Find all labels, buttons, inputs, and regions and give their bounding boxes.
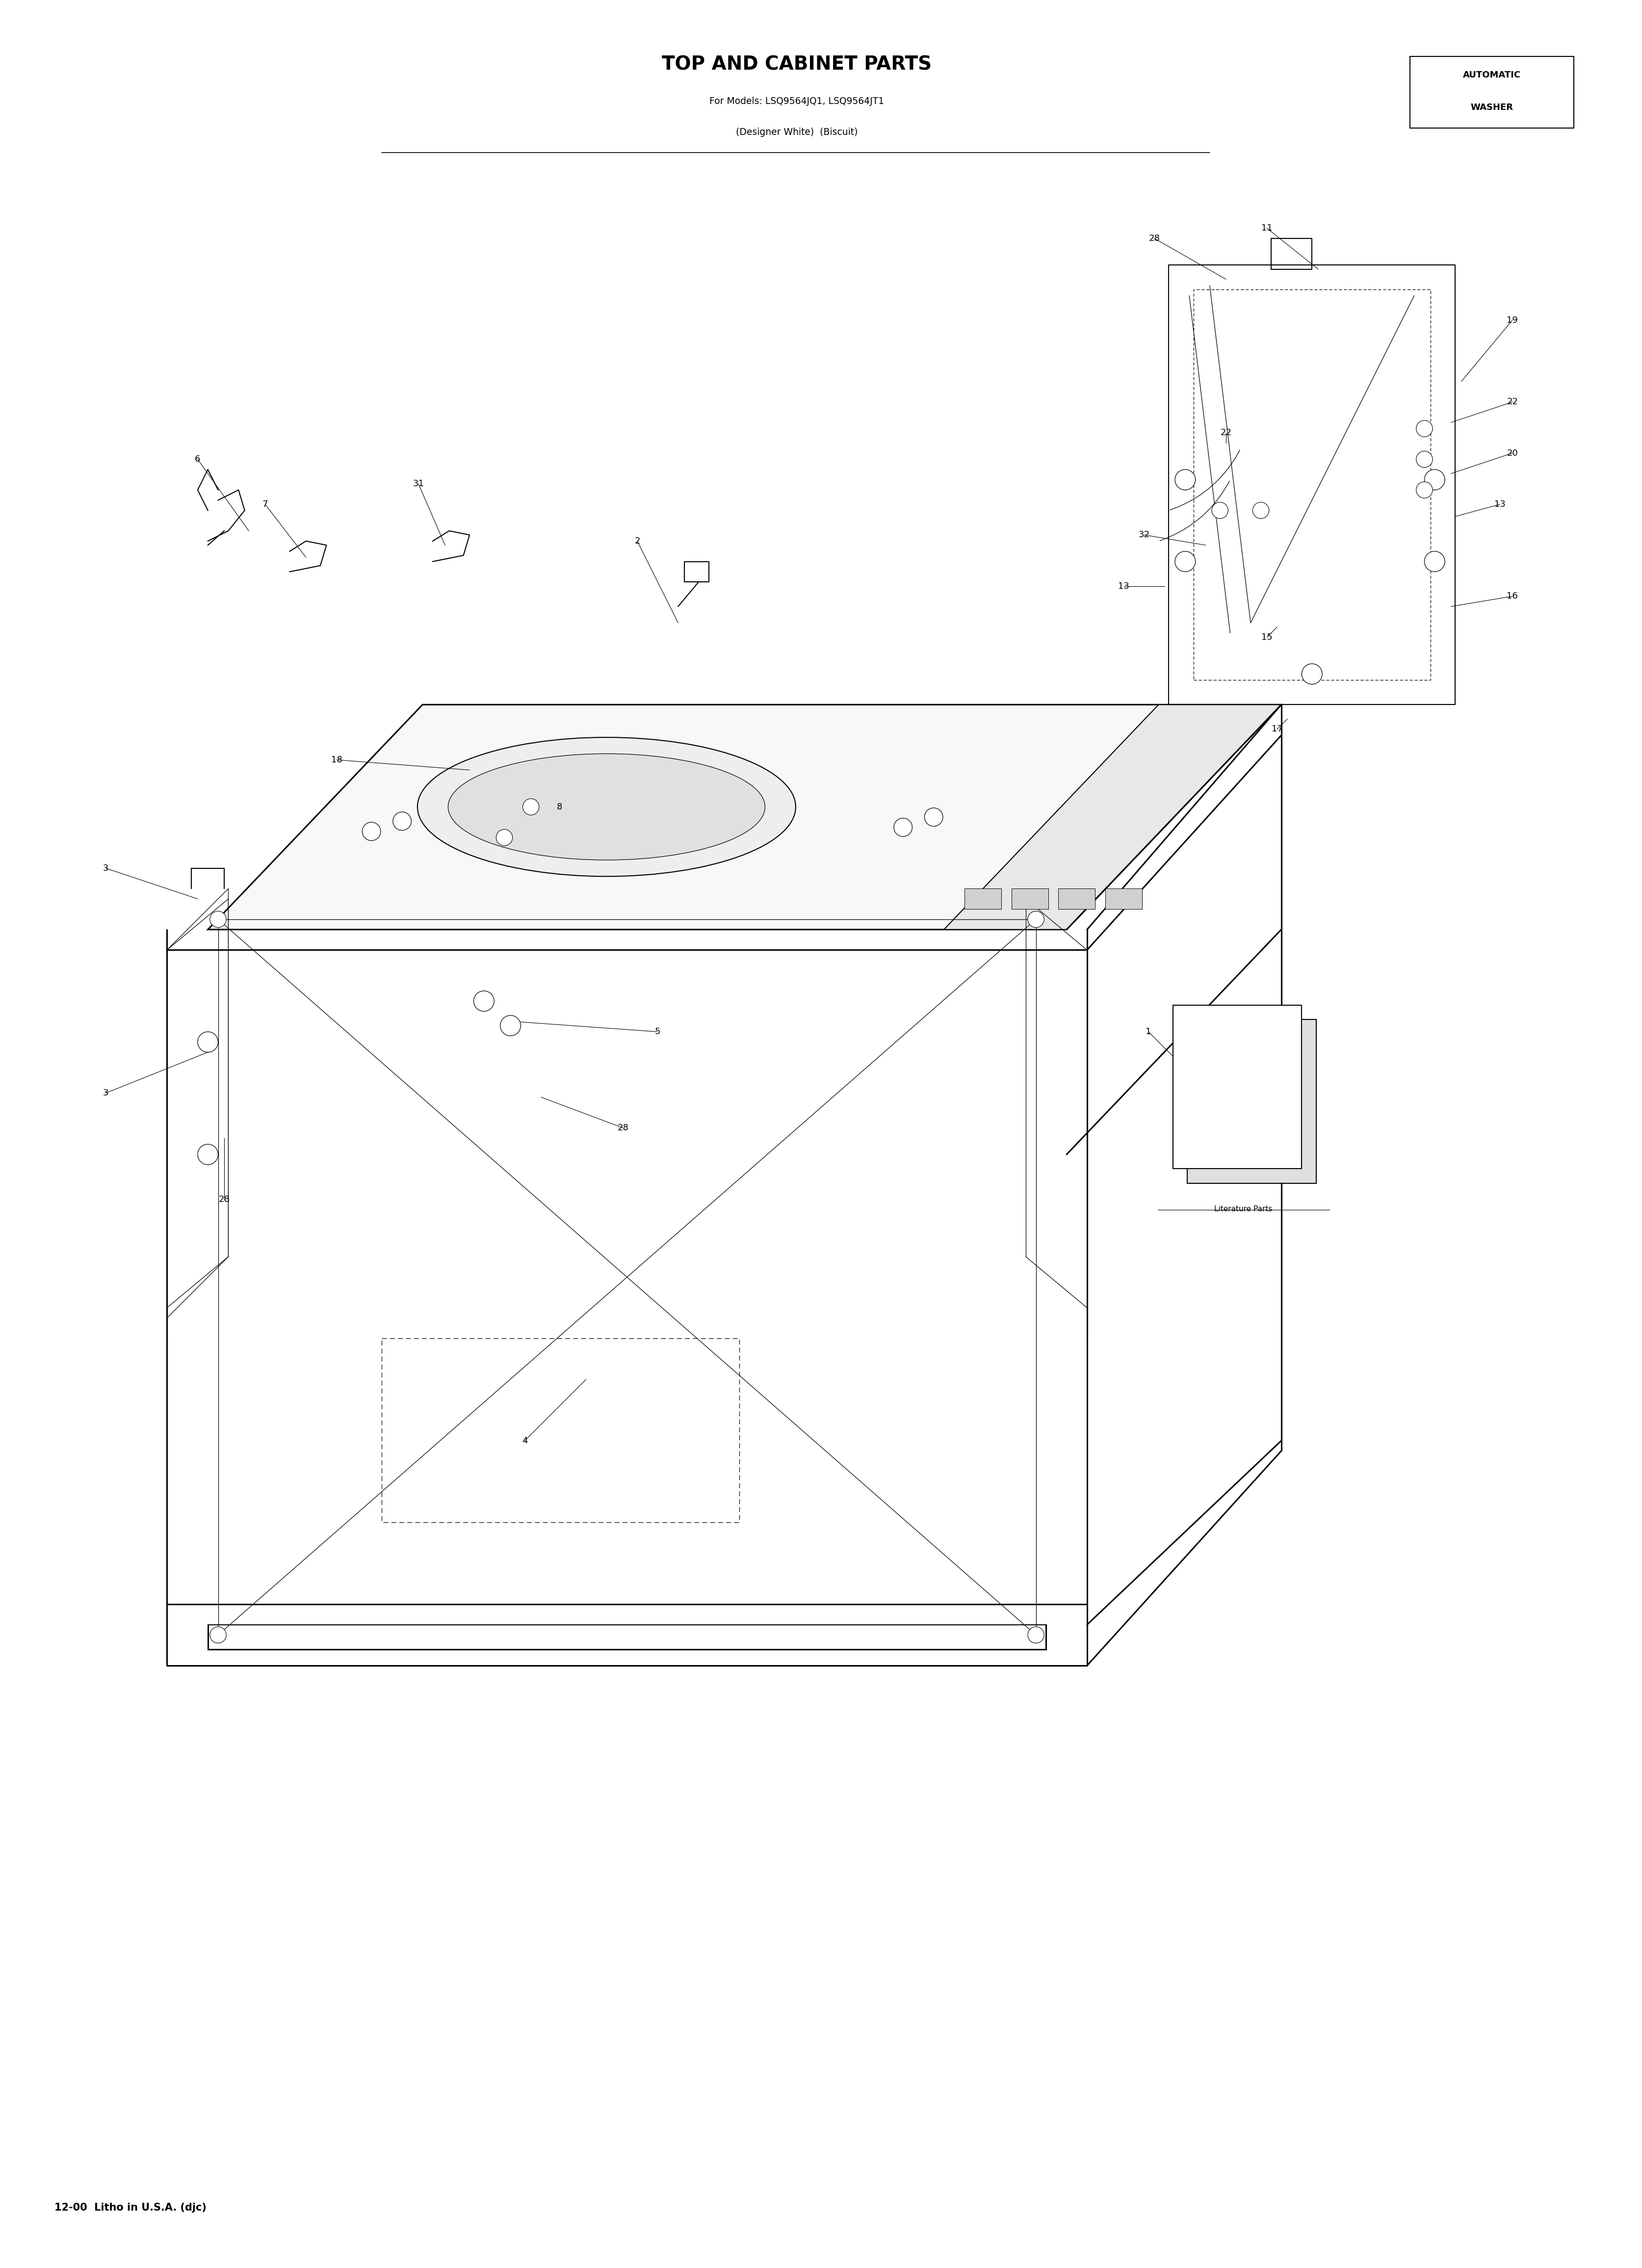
Circle shape: [496, 830, 512, 846]
Text: 4: 4: [522, 1436, 527, 1445]
Circle shape: [197, 1032, 218, 1052]
Text: TOP AND CABINET PARTS: TOP AND CABINET PARTS: [662, 54, 931, 75]
Text: 3: 3: [103, 1089, 108, 1098]
Text: 19: 19: [1506, 315, 1517, 324]
Circle shape: [1253, 501, 1269, 519]
Circle shape: [522, 798, 539, 814]
Text: 28: 28: [617, 1123, 629, 1132]
Circle shape: [501, 1016, 521, 1036]
Text: 22: 22: [1506, 397, 1517, 406]
Text: 31: 31: [412, 479, 424, 488]
Circle shape: [210, 1626, 227, 1642]
Circle shape: [1415, 451, 1432, 467]
Text: 13: 13: [1494, 499, 1506, 508]
Bar: [1057, 889, 1095, 909]
Circle shape: [1424, 551, 1445, 572]
Text: 32: 32: [1138, 531, 1149, 540]
Circle shape: [1415, 481, 1432, 499]
Text: 15: 15: [1261, 633, 1273, 642]
Circle shape: [1424, 469, 1445, 490]
Circle shape: [893, 819, 911, 837]
Text: Literature Parts: Literature Parts: [1213, 1207, 1273, 1213]
Text: 8: 8: [557, 803, 562, 812]
Text: 16: 16: [1506, 592, 1517, 601]
Circle shape: [924, 807, 943, 826]
Circle shape: [392, 812, 410, 830]
Circle shape: [1028, 912, 1044, 928]
Text: 11: 11: [1261, 225, 1273, 234]
Text: 18: 18: [332, 755, 342, 764]
Circle shape: [1174, 551, 1195, 572]
Circle shape: [210, 912, 227, 928]
Bar: [1187, 1021, 1315, 1184]
Text: WASHER: WASHER: [1470, 102, 1512, 111]
Bar: [1011, 889, 1048, 909]
Circle shape: [1028, 1626, 1044, 1642]
Text: 22: 22: [1220, 429, 1232, 438]
Text: AUTOMATIC: AUTOMATIC: [1463, 70, 1520, 79]
Text: (Designer White)  (Biscuit): (Designer White) (Biscuit): [736, 127, 857, 136]
Text: 5: 5: [655, 1027, 660, 1036]
Bar: [1172, 1005, 1302, 1168]
Ellipse shape: [448, 753, 765, 860]
Polygon shape: [944, 705, 1281, 930]
Text: 2: 2: [634, 538, 640, 547]
Circle shape: [1212, 501, 1228, 519]
Text: 3: 3: [103, 864, 108, 873]
Circle shape: [197, 1145, 218, 1166]
Text: 28: 28: [1148, 234, 1159, 243]
Text: 17: 17: [1271, 726, 1282, 733]
Text: 1: 1: [1144, 1027, 1151, 1036]
Circle shape: [1302, 665, 1322, 685]
Circle shape: [1174, 469, 1195, 490]
Text: 6: 6: [195, 456, 200, 463]
Text: 7: 7: [263, 499, 268, 508]
Text: 28: 28: [218, 1195, 230, 1204]
Bar: [1410, 57, 1573, 127]
Circle shape: [473, 991, 494, 1012]
Circle shape: [363, 823, 381, 841]
Text: 12-00  Litho in U.S.A. (djc): 12-00 Litho in U.S.A. (djc): [54, 2202, 207, 2211]
Bar: [964, 889, 1002, 909]
Bar: [1105, 889, 1141, 909]
Circle shape: [1415, 420, 1432, 438]
Text: 20: 20: [1506, 449, 1517, 458]
Ellipse shape: [417, 737, 795, 875]
Polygon shape: [209, 705, 1281, 930]
Text: For Models: LSQ9564JQ1, LSQ9564JT1: For Models: LSQ9564JQ1, LSQ9564JT1: [709, 98, 883, 107]
Text: 13: 13: [1118, 581, 1130, 590]
